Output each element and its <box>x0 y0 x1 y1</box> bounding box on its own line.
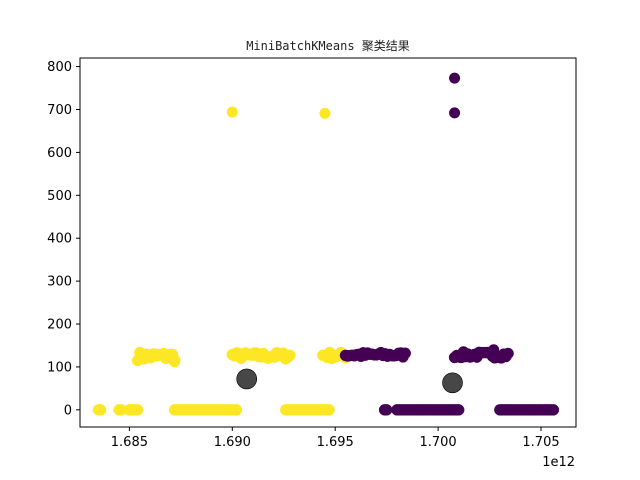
y-tick-label: 600 <box>47 146 72 161</box>
cluster-1-points <box>92 106 352 416</box>
y-axis: 0 100 200 300 400 500 600 700 800 <box>47 60 80 418</box>
y-tick-label: 400 <box>47 232 72 247</box>
data-point <box>131 404 144 416</box>
y-tick-label: 500 <box>47 189 72 204</box>
data-point <box>547 404 560 416</box>
data-point <box>226 106 238 118</box>
data-point <box>169 356 181 368</box>
data-point <box>502 347 514 360</box>
cluster-2-points <box>339 72 560 416</box>
data-point <box>284 349 296 362</box>
data-point <box>399 347 411 360</box>
data-point <box>380 404 393 416</box>
plot-area <box>92 72 560 416</box>
y-tick-label: 100 <box>47 360 72 375</box>
centroid-marker <box>442 372 463 394</box>
axes-frame <box>79 57 577 428</box>
x-tick-label: 1.695 <box>317 435 354 450</box>
data-point <box>449 72 461 84</box>
x-offset-label: 1e12 <box>542 455 575 470</box>
chart-title: MiniBatchKMeans 聚类结果 <box>246 39 410 53</box>
data-point <box>94 404 107 416</box>
data-point <box>449 107 461 119</box>
data-point <box>452 404 465 416</box>
data-point <box>230 404 243 416</box>
x-tick-label: 1.705 <box>522 435 559 450</box>
centroid-marker <box>236 368 258 390</box>
x-tick-label: 1.690 <box>214 435 251 450</box>
data-point <box>488 344 500 356</box>
y-tick-label: 200 <box>47 318 72 333</box>
x-tick-label: 1.685 <box>111 435 148 450</box>
y-tick-label: 800 <box>47 60 72 75</box>
x-axis: 1.685 1.690 1.695 1.700 1.705 <box>111 427 560 450</box>
x-tick-label: 1.700 <box>419 435 456 450</box>
data-point <box>319 107 331 119</box>
data-point <box>323 404 335 416</box>
y-tick-label: 700 <box>47 103 72 118</box>
y-tick-label: 0 <box>64 403 72 418</box>
centroids <box>236 368 463 394</box>
y-tick-label: 300 <box>47 275 72 290</box>
